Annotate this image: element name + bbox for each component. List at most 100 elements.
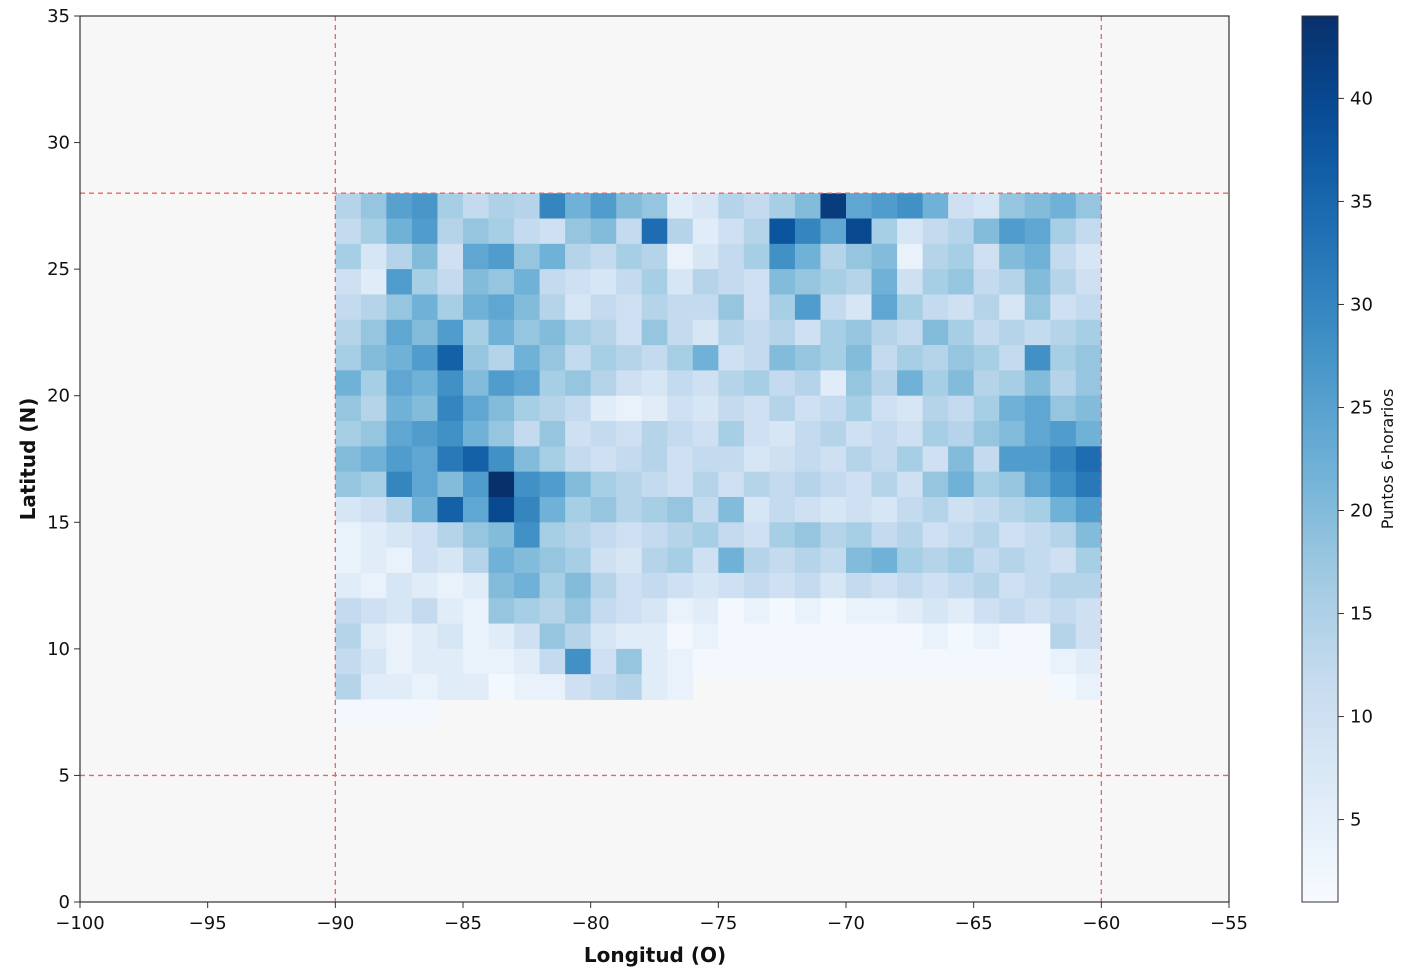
heatmap-cell	[335, 269, 362, 295]
heatmap-cell	[565, 193, 592, 219]
heatmap-cell	[411, 496, 438, 523]
x-tick-label: −80	[572, 913, 610, 934]
heatmap-cell	[386, 193, 413, 219]
heatmap-cell	[897, 319, 923, 346]
heatmap-cell	[1024, 294, 1051, 321]
heatmap-cell	[871, 421, 898, 447]
heatmap-cell	[360, 598, 387, 624]
heatmap-cell	[590, 395, 617, 422]
heatmap-cell	[616, 522, 643, 548]
heatmap-cell	[463, 572, 489, 599]
heatmap-cell	[590, 623, 617, 650]
heatmap-cell	[539, 345, 566, 371]
colorbar-tick-label: 40	[1350, 88, 1373, 109]
heatmap-cell	[718, 218, 745, 245]
heatmap-cell	[335, 319, 362, 346]
heatmap-cell	[616, 623, 643, 650]
heatmap-cell	[1024, 269, 1051, 295]
heatmap-cell	[488, 294, 515, 321]
heatmap-cell	[463, 294, 489, 321]
colorbar-tick-label: 30	[1350, 294, 1373, 315]
heatmap-cell	[463, 471, 489, 498]
x-tick-label: −65	[955, 913, 993, 934]
heatmap-cell	[488, 345, 515, 371]
heatmap-cell	[335, 395, 362, 422]
colorbar-ticks: 5 10 15 20 25 30 35 40	[1338, 88, 1373, 831]
heatmap-cell	[922, 193, 949, 219]
heatmap-cell	[565, 674, 592, 700]
heatmap-cell	[718, 648, 745, 675]
heatmap-cell	[769, 471, 796, 498]
colorbar-tick-label: 15	[1350, 604, 1373, 625]
heatmap-cell	[718, 598, 745, 624]
heatmap-cell	[386, 572, 413, 599]
heatmap-cell	[565, 598, 592, 624]
heatmap-cell	[794, 446, 821, 473]
heatmap-cell	[488, 547, 515, 574]
heatmap-cell	[922, 598, 949, 624]
heatmap-cell	[1050, 446, 1077, 473]
heatmap-cell	[335, 243, 362, 270]
heatmap-cell	[360, 421, 387, 447]
heatmap-cell	[692, 395, 719, 422]
heatmap-cell	[386, 471, 413, 498]
heatmap-cell	[667, 218, 694, 245]
heatmap-cell	[565, 496, 592, 523]
heatmap-cell	[565, 648, 592, 675]
heatmap-cell	[948, 345, 975, 371]
heatmap-cell	[590, 496, 617, 523]
heatmap-cell	[360, 674, 387, 700]
heatmap-cell	[411, 218, 438, 245]
heatmap-cell	[1075, 370, 1102, 397]
heatmap-cell	[667, 243, 694, 270]
heatmap-cell	[1024, 598, 1051, 624]
heatmap-cell	[769, 598, 796, 624]
heatmap-cell	[820, 572, 847, 599]
heatmap-cell	[514, 623, 540, 650]
heatmap-cell	[820, 421, 847, 447]
heatmap-cell	[794, 294, 821, 321]
y-tick-label: 15	[47, 512, 70, 533]
heatmap-cell	[973, 446, 1000, 473]
heatmap-cell	[565, 370, 592, 397]
heatmap-cell	[820, 294, 847, 321]
heatmap-cell	[871, 218, 898, 245]
heatmap-cell	[922, 446, 949, 473]
heatmap-cell	[820, 623, 847, 650]
heatmap-cell	[463, 243, 489, 270]
heatmap-cell	[743, 547, 770, 574]
heatmap-cell	[590, 269, 617, 295]
heatmap-cell	[565, 547, 592, 574]
heatmap-cell	[692, 496, 719, 523]
heatmap-cell	[539, 294, 566, 321]
heatmap-cell	[871, 294, 898, 321]
heatmap-cell	[820, 648, 847, 675]
heatmap-cell	[514, 243, 540, 270]
heatmap-cell	[794, 471, 821, 498]
heatmap-cell	[386, 598, 413, 624]
heatmap-cell	[743, 522, 770, 548]
heatmap-cell	[1075, 243, 1102, 270]
heatmap-cell	[488, 243, 515, 270]
heatmap-cell	[386, 674, 413, 700]
heatmap-cell	[846, 648, 872, 675]
heatmap-cell	[335, 370, 362, 397]
heatmap-cell	[488, 623, 515, 650]
heatmap-cell	[846, 218, 872, 245]
heatmap-cell	[1075, 598, 1102, 624]
heatmap-cell	[820, 345, 847, 371]
heatmap-cell	[437, 522, 464, 548]
heatmap-cell	[692, 218, 719, 245]
heatmap-cell	[794, 319, 821, 346]
y-tick-label: 30	[47, 133, 70, 154]
heatmap-cell	[411, 598, 438, 624]
heatmap-cell	[463, 648, 489, 675]
heatmap-cell	[1024, 395, 1051, 422]
heatmap-cell	[514, 471, 540, 498]
y-tick-label: 10	[47, 639, 70, 660]
heatmap-cell	[667, 294, 694, 321]
heatmap-cell	[871, 319, 898, 346]
heatmap-cell	[922, 294, 949, 321]
heatmap-cell	[590, 648, 617, 675]
